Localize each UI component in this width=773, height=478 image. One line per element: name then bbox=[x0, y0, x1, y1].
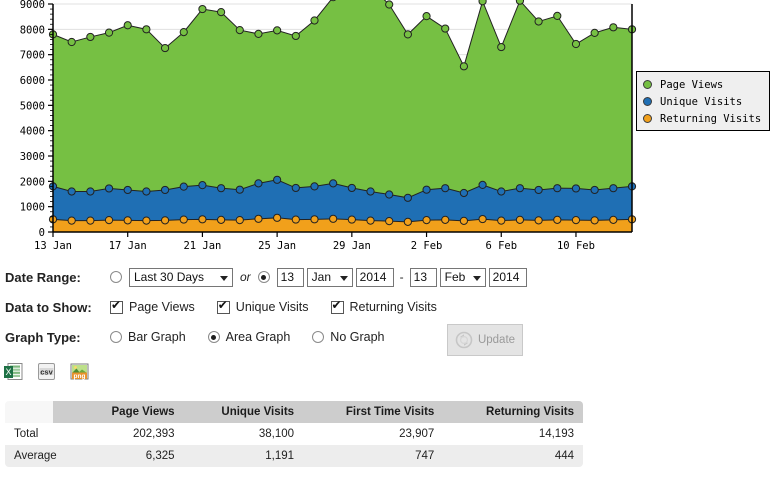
svg-text:9000: 9000 bbox=[20, 0, 45, 11]
legend-swatch-returning-visits bbox=[643, 114, 652, 123]
date-range-row: Date Range: Last 30 Days or 13 Jan 2014 … bbox=[0, 262, 773, 292]
table-header-first-time-visits: First Time Visits bbox=[303, 401, 444, 423]
chart-legend: Page Views Unique Visits Returning Visit… bbox=[636, 71, 770, 131]
data-to-show-row: Data to Show: Page Views Unique Visits R… bbox=[0, 292, 773, 322]
svg-text:1000: 1000 bbox=[20, 202, 45, 214]
total-unique-visits: 38,100 bbox=[183, 423, 304, 445]
table-header-page-views: Page Views bbox=[76, 401, 184, 423]
svg-text:png: png bbox=[74, 373, 86, 380]
checkbox-unique-visits[interactable] bbox=[216, 299, 230, 314]
legend-label-unique-visits: Unique Visits bbox=[660, 95, 743, 108]
radio-group-area-graph[interactable]: Area Graph bbox=[207, 330, 291, 344]
table-row: Average 6,325 1,191 747 444 bbox=[5, 445, 583, 467]
total-page-views: 202,393 bbox=[76, 423, 184, 445]
checkbox-label-returning-visits: Returning Visits bbox=[349, 300, 437, 314]
svg-text:6000: 6000 bbox=[20, 75, 45, 87]
svg-text:6 Feb: 6 Feb bbox=[485, 240, 517, 252]
date-range-custom-radio[interactable] bbox=[257, 271, 270, 283]
average-unique-visits: 1,191 bbox=[183, 445, 304, 467]
table-row-label-average: Average bbox=[5, 445, 77, 467]
svg-text:13 Jan: 13 Jan bbox=[34, 240, 72, 252]
table-row-label-total: Total bbox=[5, 423, 77, 445]
table-row: Total 202,393 38,100 23,907 14,193 bbox=[5, 423, 583, 445]
svg-text:2 Feb: 2 Feb bbox=[411, 240, 443, 252]
from-month-select[interactable]: Jan bbox=[306, 267, 353, 287]
legend-item-unique-visits: Unique Visits bbox=[643, 93, 763, 110]
checkbox-label-page-views: Page Views bbox=[129, 300, 195, 314]
average-first-time-visits: 747 bbox=[303, 445, 444, 467]
svg-text:21 Jan: 21 Jan bbox=[183, 240, 221, 252]
svg-text:X: X bbox=[5, 367, 11, 377]
svg-text:4000: 4000 bbox=[20, 126, 45, 138]
average-returning-visits: 444 bbox=[443, 445, 583, 467]
svg-text:25 Jan: 25 Jan bbox=[258, 240, 296, 252]
radio-label-area-graph: Area Graph bbox=[225, 330, 291, 344]
svg-text:5000: 5000 bbox=[20, 100, 45, 112]
from-day-input[interactable]: 13 bbox=[276, 267, 304, 287]
svg-text:3000: 3000 bbox=[20, 151, 45, 163]
update-button-label: Update bbox=[477, 334, 516, 346]
total-first-time-visits: 23,907 bbox=[303, 423, 444, 445]
svg-text:7000: 7000 bbox=[20, 50, 45, 62]
png-export-icon[interactable]: png bbox=[70, 363, 89, 380]
chart-controls: Date Range: Last 30 Days or 13 Jan 2014 … bbox=[0, 262, 773, 352]
checkbox-returning-visits[interactable] bbox=[330, 299, 344, 314]
svg-text:29 Jan: 29 Jan bbox=[333, 240, 371, 252]
legend-label-page-views: Page Views bbox=[660, 78, 724, 91]
svg-text:17 Jan: 17 Jan bbox=[109, 240, 147, 252]
csv-export-icon[interactable]: csv bbox=[37, 363, 56, 380]
checkbox-group-page-views[interactable]: Page Views bbox=[110, 299, 195, 314]
date-range-separator: - bbox=[399, 270, 404, 284]
export-buttons: X csv png bbox=[4, 363, 89, 380]
checkbox-group-returning-visits[interactable]: Returning Visits bbox=[330, 299, 437, 314]
to-day-input[interactable]: 13 bbox=[409, 267, 437, 287]
svg-text:8000: 8000 bbox=[20, 24, 45, 36]
table-corner-cell bbox=[5, 401, 53, 423]
legend-item-returning-visits: Returning Visits bbox=[643, 110, 763, 127]
to-month-select[interactable]: Feb bbox=[439, 267, 486, 287]
legend-swatch-unique-visits bbox=[643, 97, 652, 106]
update-button[interactable]: Update bbox=[447, 324, 523, 356]
checkbox-group-unique-visits[interactable]: Unique Visits bbox=[216, 299, 309, 314]
to-year-input[interactable]: 2014 bbox=[488, 267, 527, 287]
date-range-preset-radio[interactable] bbox=[110, 271, 122, 283]
chart-canvas: 0 1000 2000 3000 4000 5000 6000 7000 8000 9000 13 … bbox=[20, 0, 637, 252]
legend-label-returning-visits: Returning Visits bbox=[660, 112, 762, 125]
svg-text:0: 0 bbox=[39, 227, 45, 239]
radio-group-no-graph[interactable]: No Graph bbox=[312, 330, 385, 344]
legend-swatch-page-views bbox=[643, 80, 652, 89]
date-range-label: Date Range: bbox=[5, 269, 81, 285]
radio-bar-graph[interactable] bbox=[110, 331, 122, 343]
data-to-show-label: Data to Show: bbox=[5, 299, 92, 315]
radio-area-graph[interactable] bbox=[207, 331, 220, 343]
radio-no-graph[interactable] bbox=[312, 331, 325, 343]
table-header-unique-visits: Unique Visits bbox=[183, 401, 304, 423]
excel-export-icon[interactable]: X bbox=[4, 363, 23, 380]
total-returning-visits: 14,193 bbox=[443, 423, 583, 445]
refresh-icon bbox=[455, 331, 473, 349]
date-range-preset-select[interactable]: Last 30 Days bbox=[129, 267, 233, 287]
svg-text:csv: csv bbox=[40, 368, 53, 377]
average-page-views: 6,325 bbox=[76, 445, 184, 467]
legend-item-page-views: Page Views bbox=[643, 76, 763, 93]
table-header-spacer bbox=[53, 401, 77, 423]
radio-label-bar-graph: Bar Graph bbox=[128, 330, 186, 344]
graph-type-row: Graph Type: Bar Graph Area Graph No Grap… bbox=[0, 322, 773, 352]
from-year-input[interactable]: 2014 bbox=[355, 267, 394, 287]
summary-table: Page Views Unique Visits First Time Visi… bbox=[5, 401, 583, 467]
svg-text:10 Feb: 10 Feb bbox=[557, 240, 595, 252]
checkbox-label-unique-visits: Unique Visits bbox=[235, 300, 309, 314]
checkbox-page-views[interactable] bbox=[110, 299, 123, 314]
graph-type-label: Graph Type: bbox=[5, 329, 81, 345]
radio-label-no-graph: No Graph bbox=[330, 330, 385, 344]
radio-group-bar-graph[interactable]: Bar Graph bbox=[110, 330, 186, 344]
svg-text:2000: 2000 bbox=[20, 176, 45, 188]
table-header-returning-visits: Returning Visits bbox=[443, 401, 583, 423]
table-header-row: Page Views Unique Visits First Time Visi… bbox=[5, 401, 583, 423]
date-range-or-text: or bbox=[240, 270, 251, 284]
